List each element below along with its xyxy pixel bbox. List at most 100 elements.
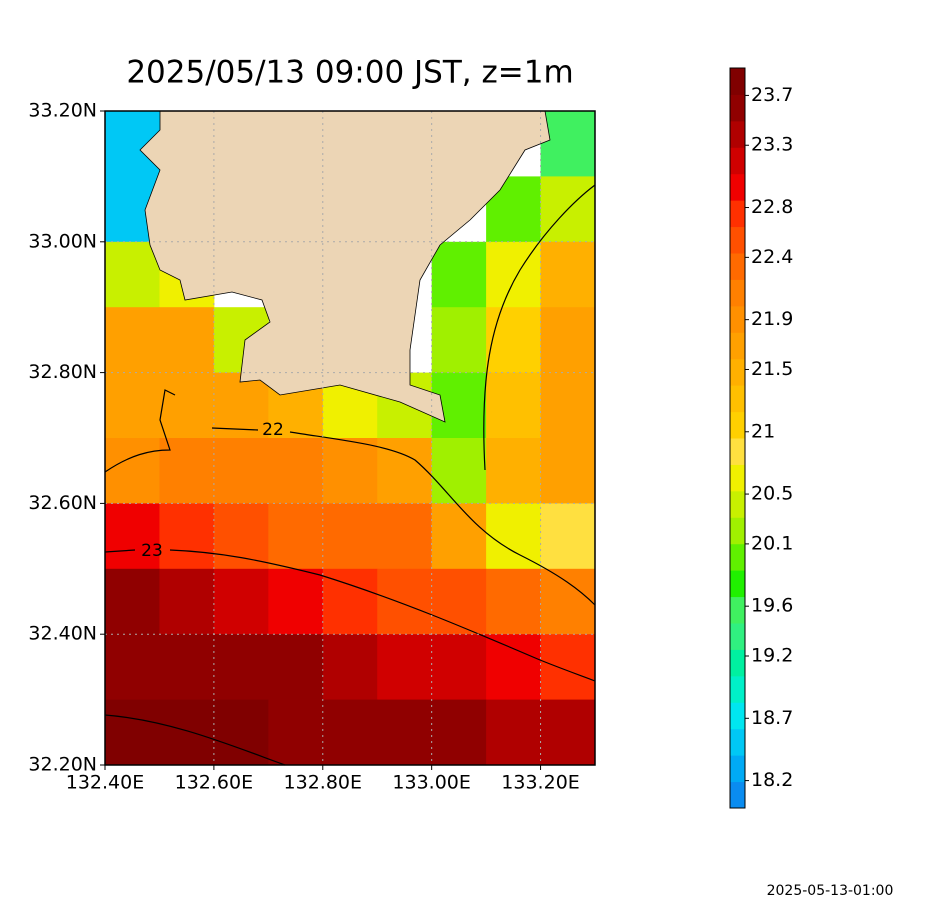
- contour-21: [483, 184, 596, 471]
- colorbar-band: [730, 200, 745, 228]
- colorbar-tick-label: 19.2: [751, 645, 793, 667]
- colorbar-band: [730, 675, 745, 703]
- colorbar-tick-label: 23.7: [751, 84, 793, 106]
- colorbar-band: [730, 120, 745, 148]
- cell: [159, 372, 215, 439]
- colorbar-band: [730, 438, 745, 465]
- cell: [268, 503, 324, 570]
- cell: [486, 503, 542, 570]
- contour-22: [104, 389, 596, 606]
- colorbar-band: [730, 543, 745, 571]
- cell: [486, 372, 542, 439]
- colorbar: 18.2 18.7 19.2 19.6 20.1 20.5 21 21.5 21.9 22.4 22…: [729, 67, 793, 809]
- colorbar-band: [730, 781, 745, 809]
- cell: [268, 699, 324, 766]
- contour-label: 23: [141, 541, 163, 561]
- cell: [486, 307, 542, 374]
- colorbar-band: [730, 570, 745, 598]
- colorbar-band: [730, 253, 745, 280]
- cell: [540, 241, 596, 308]
- colorbar-band: [730, 755, 745, 783]
- cell: [431, 503, 487, 570]
- cell: [322, 634, 378, 701]
- cell: [431, 241, 487, 308]
- cell: [268, 438, 324, 504]
- colorbar-tick-label: 22.4: [751, 246, 793, 268]
- cell: [377, 438, 433, 504]
- y-tick-label: 32.60N: [28, 492, 97, 514]
- colorbar-band: [730, 490, 745, 518]
- cell: [540, 568, 596, 635]
- colorbar-band: [730, 517, 745, 545]
- colorbar-tick-label: 21.9: [751, 308, 793, 330]
- cell: [105, 634, 160, 701]
- x-tick-label: 133.00E: [392, 772, 471, 794]
- cell: [105, 372, 160, 439]
- cell: [213, 503, 269, 570]
- plot-frame: [104, 110, 596, 766]
- cell: [322, 438, 378, 504]
- colorbar-band: [730, 385, 745, 413]
- chart-title: 2025/05/13 09:00 JST, z=1m: [126, 55, 573, 91]
- cell: [213, 372, 269, 439]
- y-tick-label: 33.00N: [28, 230, 97, 252]
- colorbar-tick-label: 18.7: [751, 707, 793, 729]
- cell: [377, 634, 433, 701]
- footer: 2025-05-13-01:00: [767, 883, 894, 899]
- y-tick-label: 32.80N: [28, 361, 97, 383]
- cell: [540, 111, 596, 177]
- contour-24: [104, 714, 286, 766]
- cell: [268, 568, 324, 635]
- cell: [159, 503, 215, 570]
- cell: [105, 503, 160, 570]
- cell: [213, 438, 269, 504]
- cell: [377, 503, 433, 570]
- x-tick-label: 133.20E: [501, 772, 580, 794]
- colorbar-band: [730, 226, 745, 254]
- cell: [540, 438, 596, 504]
- colorbar-band: [730, 94, 745, 122]
- cell: [431, 634, 487, 701]
- colorbar-tick-label: 21: [751, 420, 775, 442]
- cell: [159, 699, 215, 766]
- x-tick-label: 132.80E: [284, 772, 363, 794]
- colorbar-frame: [729, 67, 746, 809]
- contour-lines: [104, 184, 596, 766]
- cell: [268, 634, 324, 701]
- cell: [322, 699, 378, 766]
- colorbar-band: [730, 649, 745, 677]
- colorbar-band: [730, 596, 745, 624]
- cell: [486, 699, 542, 766]
- cell: [431, 438, 487, 504]
- colorbar-band: [730, 623, 745, 650]
- cell: [322, 503, 378, 570]
- cell: [105, 568, 160, 635]
- colorbar-tick-label: 18.2: [751, 769, 793, 791]
- cell: [540, 503, 596, 570]
- cell: [159, 568, 215, 635]
- cell: [159, 307, 215, 374]
- x-tick-label: 132.40E: [66, 772, 145, 794]
- cell: [377, 568, 433, 635]
- cell: [213, 568, 269, 635]
- cell: [105, 438, 160, 504]
- cell: [213, 699, 269, 766]
- contour-23: [104, 549, 596, 682]
- cell: [105, 307, 160, 374]
- colorbar-band: [730, 411, 745, 439]
- y-tick-label: 32.40N: [28, 623, 97, 645]
- x-tick-label: 132.60E: [175, 772, 254, 794]
- cell: [540, 699, 596, 766]
- cell: [540, 372, 596, 439]
- colorbar-band: [730, 702, 745, 730]
- colorbar-band: [730, 332, 745, 360]
- cell: [213, 634, 269, 701]
- cell: [105, 699, 160, 766]
- cell: [377, 699, 433, 766]
- colorbar-tick-label: 20.1: [751, 532, 793, 554]
- colorbar-tick-label: 20.5: [751, 483, 793, 505]
- colorbar-tick-label: 23.3: [751, 134, 793, 156]
- cell: [159, 438, 215, 504]
- cell: [486, 438, 542, 504]
